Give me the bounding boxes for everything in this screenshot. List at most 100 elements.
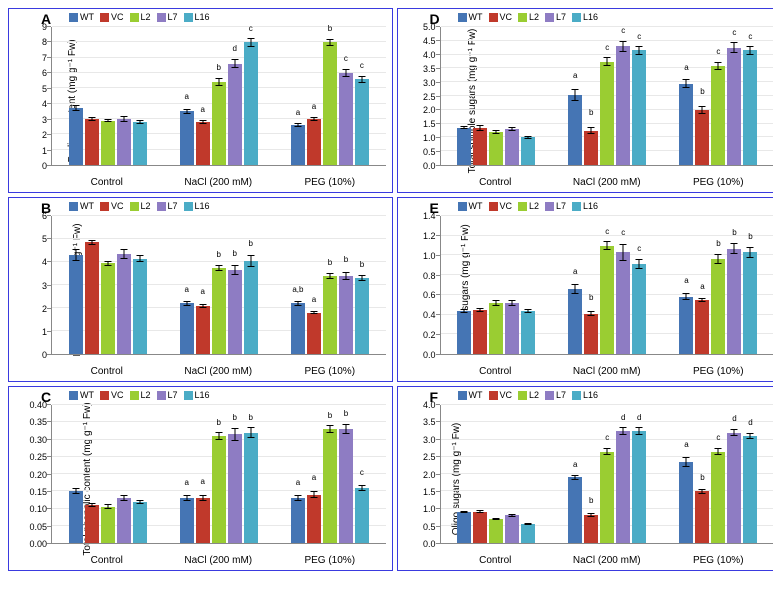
bar (505, 303, 519, 354)
bar (117, 498, 131, 543)
bar: b (695, 110, 709, 165)
x-axis-labels: ControlNaCl (200 mM)PEG (10%) (440, 366, 773, 377)
significance-label: a (185, 285, 189, 294)
bar-group: abccc (663, 27, 773, 165)
bar: a (196, 498, 210, 543)
bar: b (727, 249, 741, 354)
bar-group (52, 405, 163, 543)
bar-group: aabcc (274, 27, 385, 165)
significance-label: d (233, 44, 237, 53)
bar-group: aabdc (163, 27, 274, 165)
significance-label: c (621, 26, 625, 35)
bar-group: aabbc (274, 405, 385, 543)
significance-label: a (573, 71, 577, 80)
bar: b (355, 278, 369, 354)
bar (521, 137, 535, 165)
bar: c (632, 264, 646, 354)
bar: d (616, 431, 630, 543)
bar: a,b (291, 303, 305, 354)
significance-label: a (201, 477, 205, 486)
bar: a (679, 462, 693, 543)
significance-label: a (684, 440, 688, 449)
bar (489, 303, 503, 354)
significance-label: c (360, 61, 364, 70)
significance-label: b (217, 418, 221, 427)
significance-label: d (732, 414, 736, 423)
bar: c (632, 50, 646, 165)
bar-group: aabbb (163, 405, 274, 543)
bar: a (291, 498, 305, 543)
bar: b (743, 252, 757, 354)
bar: a (679, 297, 693, 354)
bar: c (743, 50, 757, 165)
bar (101, 121, 115, 165)
plot-area: abcccabccc (440, 27, 773, 166)
significance-label: d (621, 413, 625, 422)
bar-group: abcdd (552, 405, 663, 543)
bar-group (441, 216, 552, 354)
x-axis-labels: ControlNaCl (200 mM)PEG (10%) (51, 366, 386, 377)
bar: b (584, 314, 598, 354)
bar: a (180, 111, 194, 165)
bar: b (695, 491, 709, 543)
plot-area: aabdcaabcc (51, 27, 386, 166)
bar (101, 263, 115, 354)
bar: b (339, 429, 353, 543)
bar: a (679, 84, 693, 165)
bar (85, 242, 99, 354)
legend: WTVCL2L7L16 (458, 12, 599, 22)
bar: c (616, 46, 630, 165)
bar: b (711, 259, 725, 354)
bar: a (307, 119, 321, 165)
significance-label: a (185, 92, 189, 101)
bar: a (180, 498, 194, 543)
bar-group: abccc (552, 216, 663, 354)
bar: b (323, 276, 337, 354)
legend: WTVCL2L7L16 (69, 12, 210, 22)
bar (85, 119, 99, 165)
bar: b (228, 434, 242, 543)
bar (101, 507, 115, 543)
bar-group: abccc (552, 27, 663, 165)
significance-label: b (716, 239, 720, 248)
bar (505, 129, 519, 165)
significance-label: b (344, 255, 348, 264)
bar (521, 311, 535, 354)
significance-label: a (201, 105, 205, 114)
bar: c (616, 252, 630, 354)
bar: a (568, 477, 582, 543)
significance-label: c (732, 28, 736, 37)
bar: c (711, 452, 725, 543)
bar: b (212, 436, 226, 543)
bar: a (568, 289, 582, 354)
significance-label: b (328, 258, 332, 267)
bar-group (441, 27, 552, 165)
significance-label: b (249, 239, 253, 248)
bar (489, 519, 503, 543)
x-axis-labels: ControlNaCl (200 mM)PEG (10%) (51, 555, 386, 566)
bar: d (743, 436, 757, 543)
significance-label: a (296, 108, 300, 117)
significance-label: b (249, 413, 253, 422)
significance-label: c (344, 54, 348, 63)
significance-label: c (621, 228, 625, 237)
significance-label: a (312, 295, 316, 304)
significance-label: b (217, 63, 221, 72)
significance-label: a (573, 267, 577, 276)
bar-group: abcdd (663, 405, 773, 543)
bar-group: a,babbb (274, 216, 385, 354)
bar (133, 259, 147, 354)
significance-label: d (748, 418, 752, 427)
bar (457, 512, 471, 543)
significance-label: b (233, 413, 237, 422)
significance-label: b (732, 228, 736, 237)
bar: b (584, 515, 598, 543)
significance-label: a (684, 276, 688, 285)
bar: b (323, 429, 337, 543)
bar: b (212, 268, 226, 354)
bar (457, 128, 471, 165)
bar: d (727, 433, 741, 543)
significance-label: b (328, 411, 332, 420)
bar (489, 132, 503, 165)
bar: c (244, 42, 258, 165)
